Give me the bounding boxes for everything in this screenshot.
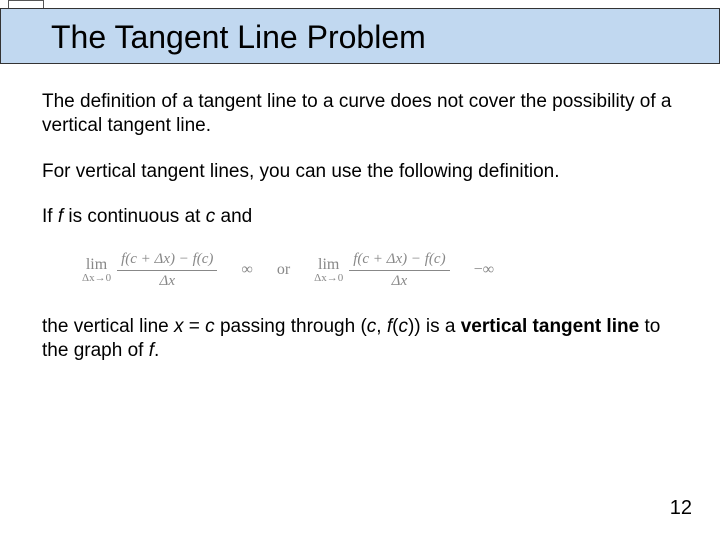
fraction-right: f(c + Δx) − f(c) Δx	[349, 251, 449, 289]
p4-o: .	[154, 340, 159, 361]
p4-j: c	[398, 316, 408, 337]
or-text: or	[277, 261, 290, 279]
neg-infinity-symbol: −∞	[474, 261, 494, 279]
paragraph-4: the vertical line x = c passing through …	[42, 315, 678, 363]
paragraph-1: The definition of a tangent line to a cu…	[42, 90, 678, 138]
lim-text-right: lim	[318, 257, 339, 273]
paragraph-2: For vertical tangent lines, you can use …	[42, 160, 678, 184]
p4-c: =	[184, 316, 206, 337]
p4-b: x	[174, 316, 184, 337]
p4-e: passing through (	[215, 316, 367, 337]
limit-left: lim Δx→0 f(c + Δx) − f(c) Δx	[82, 251, 217, 289]
page-number: 12	[670, 497, 692, 520]
lim-sub-right: Δx→0	[314, 273, 343, 284]
frac-num-left: f(c + Δx) − f(c)	[117, 251, 217, 271]
lim-text-left: lim	[86, 257, 107, 273]
math-expression: lim Δx→0 f(c + Δx) − f(c) Δx ∞ or lim Δx…	[82, 251, 678, 289]
frac-den-right: Δx	[392, 271, 407, 290]
p3-c: c	[206, 206, 216, 227]
title-bar: The Tangent Line Problem	[0, 8, 720, 64]
slide-title: The Tangent Line Problem	[51, 19, 426, 56]
frac-den-left: Δx	[160, 271, 175, 290]
p4-k: )) is a	[408, 316, 461, 337]
fraction-left: f(c + Δx) − f(c) Δx	[117, 251, 217, 289]
p3-prefix: If	[42, 206, 58, 227]
paragraph-3: If f is continuous at c and	[42, 205, 678, 229]
infinity-symbol: ∞	[241, 261, 252, 279]
lim-symbol-left: lim Δx→0	[82, 257, 111, 284]
p4-a: the vertical line	[42, 316, 174, 337]
frac-num-right: f(c + Δx) − f(c)	[349, 251, 449, 271]
lim-sub-left: Δx→0	[82, 273, 111, 284]
p4-g: ,	[376, 316, 387, 337]
p4-f: c	[367, 316, 377, 337]
limit-right: lim Δx→0 f(c + Δx) − f(c) Δx	[314, 251, 449, 289]
lim-symbol-right: lim Δx→0	[314, 257, 343, 284]
p4-l: vertical tangent line	[461, 316, 639, 337]
p4-d: c	[205, 316, 215, 337]
p3-mid: is continuous at	[63, 206, 206, 227]
slide-content: The definition of a tangent line to a cu…	[42, 90, 678, 385]
p3-suffix: and	[215, 206, 252, 227]
